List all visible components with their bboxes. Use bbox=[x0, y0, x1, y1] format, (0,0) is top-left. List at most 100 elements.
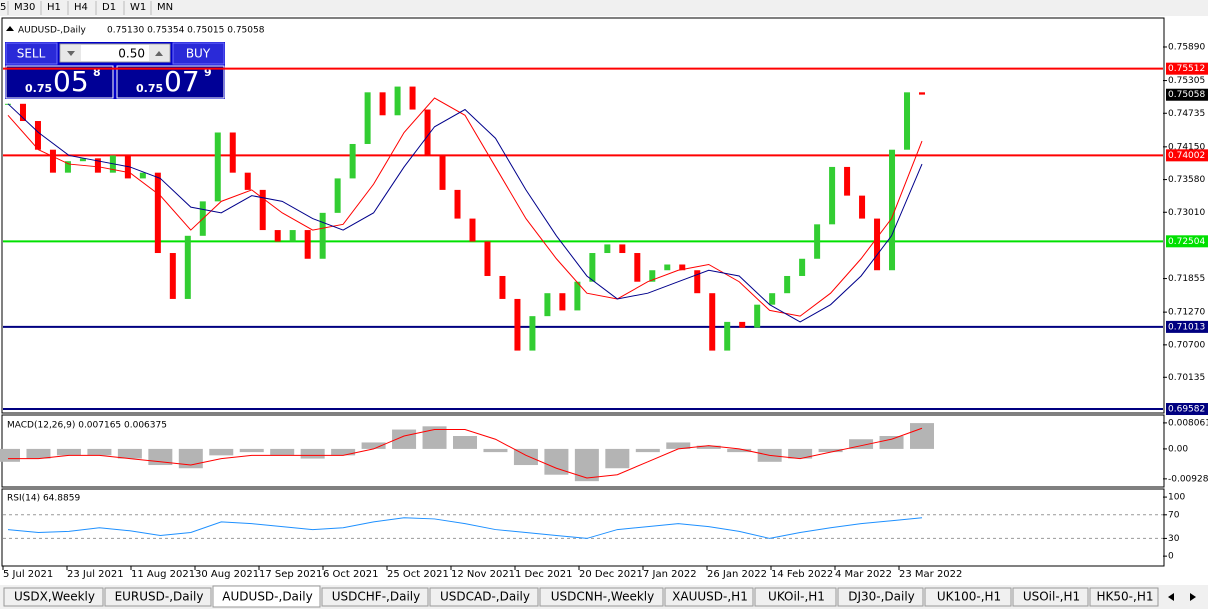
candle bbox=[304, 230, 311, 259]
y-tick-label: 30 bbox=[1168, 534, 1180, 544]
histogram-bar bbox=[239, 448, 264, 453]
x-tick-label: 7 Jan 2022 bbox=[643, 569, 697, 580]
candle bbox=[559, 293, 566, 311]
candle bbox=[229, 132, 236, 173]
rsi-panel bbox=[1, 488, 1165, 567]
candle bbox=[604, 244, 611, 254]
tab[interactable] bbox=[1089, 587, 1159, 607]
histogram-bar bbox=[849, 439, 874, 449]
tab[interactable] bbox=[321, 587, 429, 607]
candle bbox=[769, 293, 776, 305]
macd-title: MACD(12,26,9) 0.007165 0.006375 bbox=[7, 421, 167, 431]
candle bbox=[754, 304, 761, 328]
buy-label: BUY bbox=[186, 47, 211, 61]
tab[interactable] bbox=[837, 587, 924, 607]
candle bbox=[694, 270, 701, 294]
candle bbox=[349, 143, 356, 179]
symbol-quote: 0.75130 0.75354 0.75015 0.75058 bbox=[107, 26, 265, 36]
buy-button[interactable] bbox=[172, 42, 225, 65]
tab-scroll-left[interactable] bbox=[1168, 593, 1174, 601]
histogram-bar bbox=[574, 448, 599, 482]
tab-label: AUDUSD-,Daily bbox=[222, 590, 312, 604]
tab[interactable] bbox=[3, 587, 104, 607]
candle bbox=[424, 109, 431, 156]
tab[interactable] bbox=[924, 587, 1012, 607]
candle bbox=[499, 275, 506, 299]
candle bbox=[94, 158, 101, 173]
candle bbox=[829, 166, 836, 225]
level-label-bg bbox=[1166, 403, 1208, 416]
candle bbox=[154, 172, 161, 254]
timeframe-button[interactable]: MN bbox=[157, 2, 173, 13]
timeframe-button[interactable]: D1 bbox=[102, 2, 116, 13]
candle bbox=[274, 230, 281, 242]
y-tick-label: 100 bbox=[1168, 493, 1185, 503]
candle bbox=[469, 218, 476, 242]
histogram-bar bbox=[727, 448, 752, 453]
candle bbox=[139, 172, 146, 179]
tab-label: UKOil-,H1 bbox=[768, 590, 825, 604]
timeframe-button[interactable]: H1 bbox=[47, 2, 61, 13]
candle bbox=[319, 212, 326, 259]
timeframe-button[interactable]: W1 bbox=[130, 2, 146, 13]
tab[interactable] bbox=[104, 587, 212, 607]
candle bbox=[19, 103, 26, 122]
x-tick-label: 20 Dec 2021 bbox=[579, 569, 643, 580]
candle bbox=[919, 92, 925, 95]
volume-input[interactable] bbox=[59, 43, 171, 63]
histogram-bar bbox=[910, 423, 934, 449]
tab[interactable] bbox=[539, 587, 664, 607]
tab-scroll-right[interactable] bbox=[1190, 593, 1196, 601]
candle bbox=[889, 149, 896, 271]
tab-label: EURUSD-,Daily bbox=[115, 590, 204, 604]
ask-box[interactable] bbox=[116, 65, 225, 99]
collapse-arrow[interactable] bbox=[6, 26, 14, 31]
y-tick-label: 0.73580 bbox=[1168, 175, 1205, 185]
candle bbox=[439, 155, 446, 190]
candle bbox=[289, 230, 296, 242]
timeframe-button[interactable]: 5 bbox=[0, 2, 6, 13]
x-tick-label: 30 Aug 2021 bbox=[195, 569, 259, 580]
candle bbox=[79, 158, 86, 162]
sell-button[interactable] bbox=[5, 42, 58, 65]
y-tick-label: 70 bbox=[1168, 510, 1180, 520]
candle bbox=[634, 253, 641, 282]
level-label: 0.71013 bbox=[1168, 322, 1205, 332]
y-tick-label: 0.71270 bbox=[1168, 308, 1205, 318]
candle bbox=[799, 258, 806, 276]
candle bbox=[859, 195, 866, 219]
tab[interactable] bbox=[664, 587, 754, 607]
histogram-bar bbox=[788, 448, 813, 459]
candle bbox=[244, 172, 251, 190]
candle bbox=[784, 275, 791, 294]
tab[interactable] bbox=[754, 587, 837, 607]
sell-label: SELL bbox=[17, 47, 46, 61]
ask-point: 9 bbox=[204, 66, 212, 79]
candle bbox=[724, 321, 731, 351]
histogram-bar bbox=[453, 436, 477, 449]
tab-label: USDX,Weekly bbox=[14, 590, 95, 604]
x-tick-label: 11 Aug 2021 bbox=[131, 569, 195, 580]
tab[interactable] bbox=[1012, 587, 1089, 607]
tab[interactable] bbox=[429, 587, 539, 607]
candle bbox=[649, 270, 656, 282]
histogram-bar bbox=[300, 448, 325, 459]
tab-label: USOil-,H1 bbox=[1023, 590, 1080, 604]
candle bbox=[514, 298, 521, 351]
bid-box[interactable] bbox=[5, 65, 114, 99]
tab-label: USDCHF-,Daily bbox=[332, 590, 420, 604]
y-tick-label: 0.008061 bbox=[1168, 418, 1208, 428]
timeframe-button[interactable]: M30 bbox=[14, 2, 35, 13]
moving-average bbox=[7, 97, 923, 317]
bid-pips: 05 bbox=[53, 65, 89, 98]
candle bbox=[529, 316, 536, 351]
x-tick-label: 17 Sep 2021 bbox=[259, 569, 322, 580]
y-tick-label: 0.74735 bbox=[1168, 109, 1205, 119]
volume-value: 0.50 bbox=[118, 47, 145, 61]
level-label-bg bbox=[1166, 320, 1208, 333]
last-price-bg bbox=[1166, 88, 1208, 101]
timeframe-button[interactable]: H4 bbox=[74, 2, 88, 13]
histogram-bar bbox=[87, 448, 112, 456]
active-tab[interactable] bbox=[212, 585, 321, 608]
